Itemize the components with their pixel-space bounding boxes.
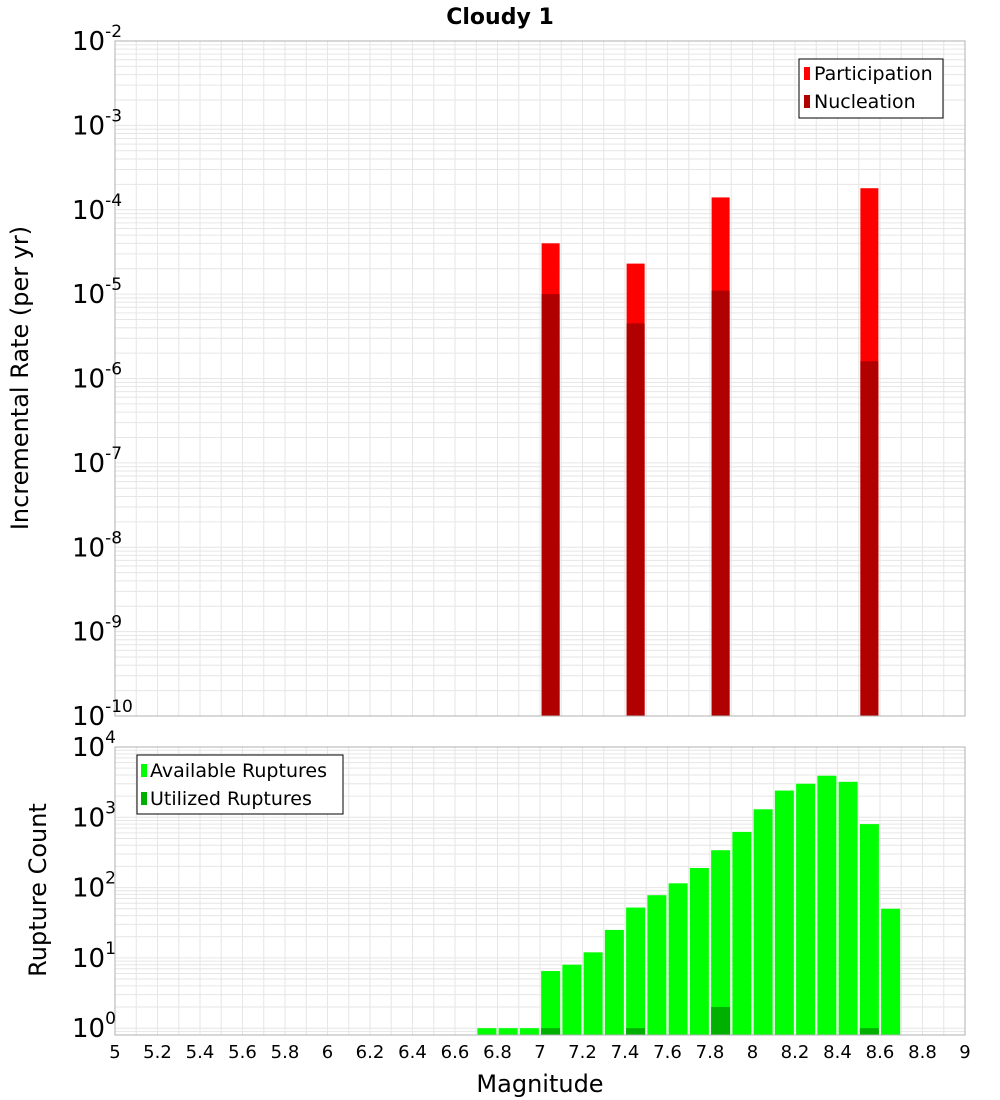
utilized-ruptures-bar <box>711 1007 731 1035</box>
x-tick-label: 5.2 <box>143 1042 172 1063</box>
available-ruptures-bar <box>711 850 731 1035</box>
x-tick-label: 6.8 <box>483 1042 512 1063</box>
bottom-y-axis-label: Rupture Count <box>24 803 52 977</box>
available-ruptures-bar <box>732 831 752 1035</box>
bottom-y-tick-label: 102 <box>72 869 116 904</box>
top-y-tick-label: 10-8 <box>72 528 122 563</box>
top-y-tick-label: 10-10 <box>72 697 133 732</box>
x-tick-label: 6 <box>322 1042 333 1063</box>
available-ruptures-bar <box>796 783 816 1035</box>
available-ruptures-bar <box>583 952 603 1035</box>
available-ruptures-bar <box>817 775 837 1035</box>
x-tick-label: 7.4 <box>611 1042 640 1063</box>
bottom-legend-box <box>136 754 344 815</box>
utilized-ruptures-legend-swatch <box>141 792 147 805</box>
nucleation-legend-label: Nucleation <box>814 91 916 113</box>
participation-legend-swatch <box>804 67 810 80</box>
x-tick-label: 7 <box>534 1042 545 1063</box>
bottom-y-tick-label: 101 <box>72 939 116 974</box>
utilized-ruptures-bar <box>541 1028 561 1035</box>
x-tick-label: 7.8 <box>696 1042 725 1063</box>
top-legend-box <box>798 58 944 119</box>
nucleation-legend-swatch <box>804 95 810 108</box>
utilized-ruptures-legend-label: Utilized Ruptures <box>150 788 312 810</box>
available-ruptures-bar <box>626 907 646 1035</box>
available-ruptures-bar <box>647 895 667 1035</box>
bottom-y-tick-label: 103 <box>72 798 116 833</box>
top-y-axis-label: Incremental Rate (per yr) <box>6 226 34 530</box>
available-ruptures-bar <box>562 964 582 1035</box>
available-ruptures-bar <box>881 908 901 1035</box>
x-tick-label: 8.2 <box>781 1042 810 1063</box>
available-ruptures-bar <box>838 781 858 1035</box>
top-y-tick-label: 10-6 <box>72 360 122 395</box>
available-ruptures-bar <box>519 1028 539 1035</box>
x-tick-label: 8.6 <box>866 1042 895 1063</box>
available-ruptures-bar <box>668 883 688 1035</box>
x-tick-label: 7.6 <box>653 1042 682 1063</box>
available-ruptures-bar <box>689 867 709 1035</box>
available-ruptures-bar <box>541 971 561 1035</box>
top-y-tick-label: 10-5 <box>72 275 122 310</box>
top-y-tick-label: 10-2 <box>72 22 122 57</box>
available-ruptures-bar <box>477 1028 497 1035</box>
x-tick-label: 8 <box>747 1042 758 1063</box>
x-tick-label: 5.8 <box>271 1042 300 1063</box>
top-y-tick-label: 10-4 <box>72 191 122 226</box>
available-ruptures-legend-label: Available Ruptures <box>150 760 327 782</box>
available-ruptures-bar <box>774 790 794 1035</box>
bottom-y-tick-label: 104 <box>72 728 116 763</box>
available-ruptures-bar <box>498 1028 518 1035</box>
bottom-plot-frame <box>114 746 966 1036</box>
available-ruptures-legend-swatch <box>141 764 147 777</box>
x-axis-label: Magnitude <box>476 1070 603 1098</box>
available-ruptures-bar <box>859 824 879 1035</box>
x-tick-label: 7.2 <box>568 1042 597 1063</box>
utilized-ruptures-bar <box>626 1028 646 1035</box>
x-tick-label: 5.4 <box>186 1042 215 1063</box>
x-tick-label: 8.8 <box>908 1042 937 1063</box>
top-y-tick-label: 10-9 <box>72 613 122 648</box>
available-ruptures-bar <box>753 809 773 1035</box>
x-tick-label: 6.2 <box>356 1042 385 1063</box>
x-tick-label: 5.6 <box>228 1042 257 1063</box>
x-tick-label: 6.4 <box>398 1042 427 1063</box>
nucleation-bar <box>711 290 730 716</box>
bottom-y-tick-label: 100 <box>72 1009 116 1044</box>
nucleation-bar <box>860 361 879 716</box>
top-y-tick-label: 10-3 <box>72 106 122 141</box>
top-plot-frame <box>114 40 966 717</box>
x-tick-label: 5 <box>109 1042 120 1063</box>
available-ruptures-bar <box>604 929 624 1035</box>
x-tick-label: 8.4 <box>823 1042 852 1063</box>
nucleation-bar <box>626 323 645 716</box>
utilized-ruptures-bar <box>859 1028 879 1035</box>
top-y-tick-label: 10-7 <box>72 444 122 479</box>
participation-legend-label: Participation <box>814 63 933 85</box>
chart-title: Cloudy 1 <box>446 5 554 30</box>
x-tick-label: 6.6 <box>441 1042 470 1063</box>
nucleation-bar <box>541 294 560 716</box>
x-tick-label: 9 <box>959 1042 970 1063</box>
